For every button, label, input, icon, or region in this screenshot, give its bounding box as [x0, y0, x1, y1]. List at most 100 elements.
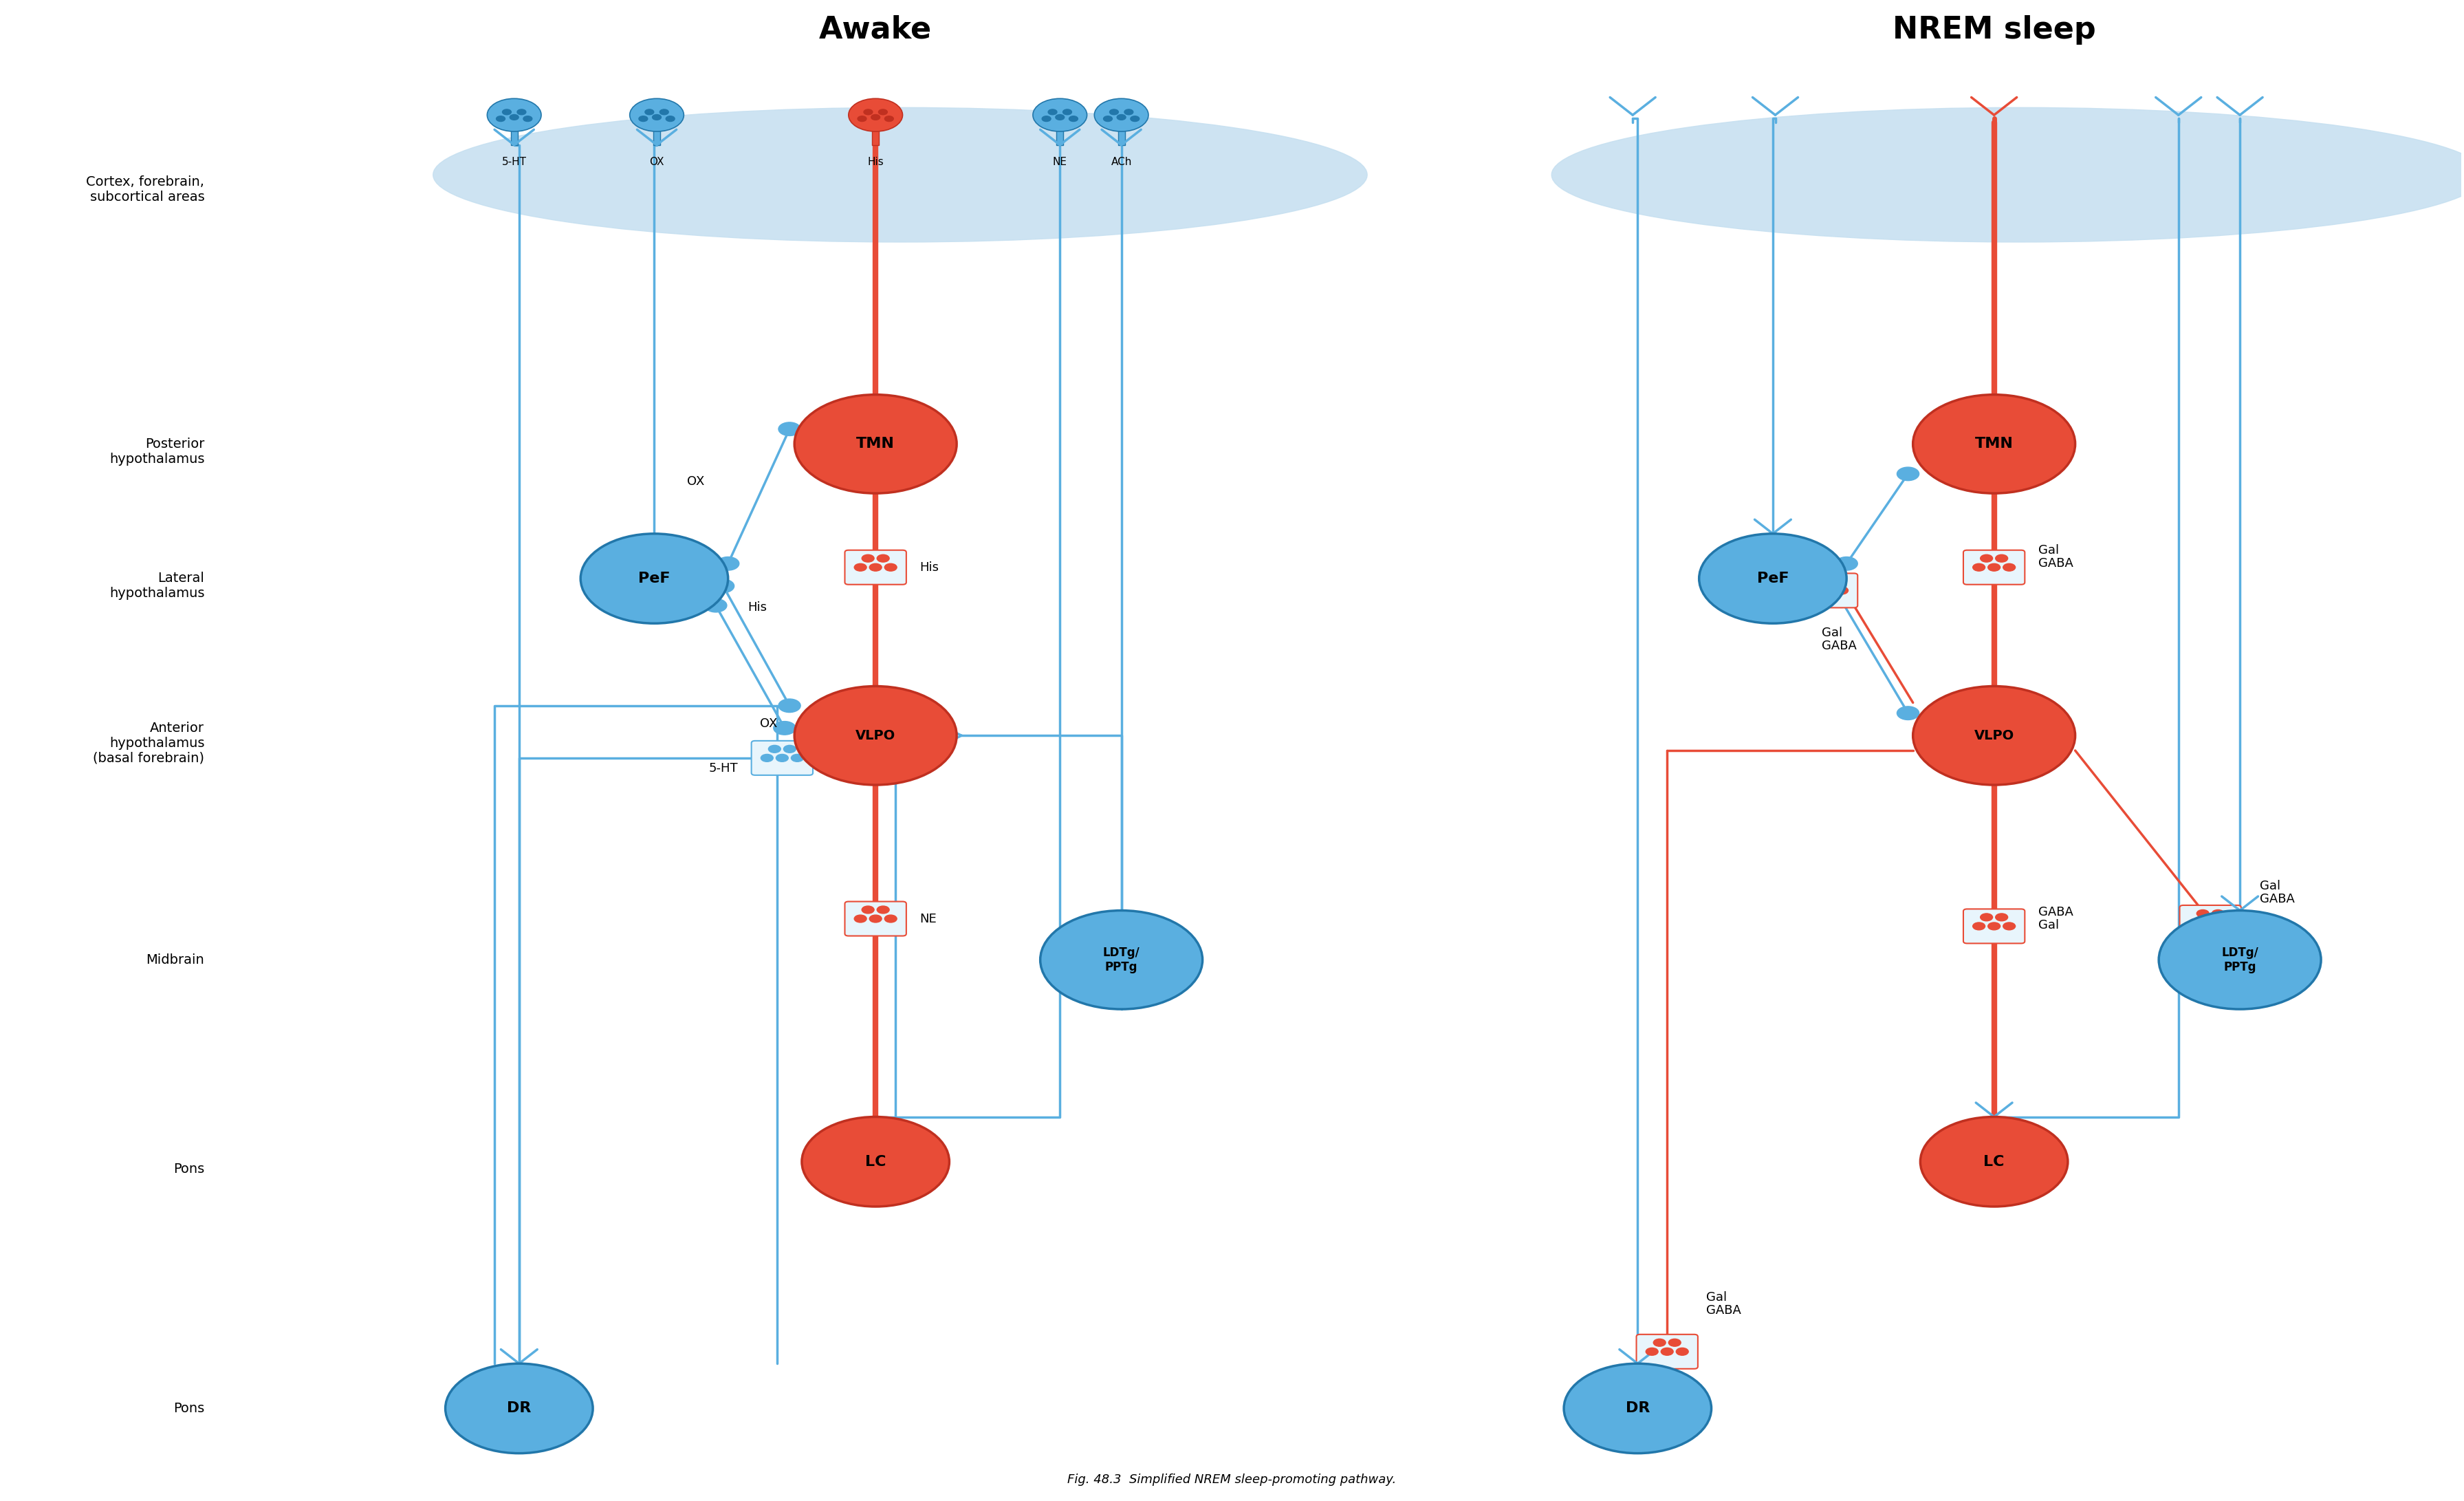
Circle shape	[2198, 910, 2208, 917]
Circle shape	[1897, 707, 1919, 720]
Circle shape	[848, 99, 902, 132]
Circle shape	[1676, 1348, 1688, 1355]
Circle shape	[857, 116, 867, 122]
Circle shape	[1821, 587, 1833, 594]
Circle shape	[495, 116, 505, 122]
Circle shape	[660, 110, 668, 114]
Circle shape	[1124, 110, 1133, 114]
Text: 5-HT: 5-HT	[503, 158, 527, 167]
Circle shape	[638, 116, 648, 122]
Circle shape	[2213, 910, 2225, 917]
Bar	[1119, 116, 1126, 146]
Text: TMN: TMN	[857, 437, 894, 450]
Circle shape	[1062, 110, 1072, 114]
FancyBboxPatch shape	[1636, 1334, 1698, 1369]
Text: His: His	[867, 158, 885, 167]
Text: PeF: PeF	[638, 572, 670, 585]
Text: Pons: Pons	[172, 1163, 205, 1175]
Circle shape	[784, 746, 796, 752]
Circle shape	[1032, 99, 1087, 132]
Text: Anterior
hypothalamus
(basal forebrain): Anterior hypothalamus (basal forebrain)	[94, 722, 205, 764]
Text: Gal
GABA: Gal GABA	[1708, 1291, 1742, 1316]
Circle shape	[446, 1363, 594, 1453]
FancyBboxPatch shape	[1964, 910, 2025, 944]
Circle shape	[503, 110, 510, 114]
Circle shape	[653, 114, 660, 120]
Circle shape	[1828, 578, 1841, 585]
Circle shape	[2220, 919, 2232, 926]
Circle shape	[1996, 914, 2008, 922]
Circle shape	[1814, 578, 1826, 585]
Circle shape	[1131, 116, 1138, 122]
Circle shape	[779, 699, 801, 713]
Circle shape	[646, 110, 653, 114]
Circle shape	[1069, 116, 1077, 122]
Circle shape	[1116, 114, 1126, 120]
Circle shape	[1668, 1339, 1680, 1346]
Ellipse shape	[434, 108, 1368, 242]
Circle shape	[862, 555, 875, 561]
Circle shape	[1836, 557, 1858, 570]
Circle shape	[2003, 923, 2016, 931]
Circle shape	[1700, 534, 1846, 623]
Circle shape	[717, 557, 739, 570]
Text: Fig. 48.3  Simplified NREM sleep-promoting pathway.: Fig. 48.3 Simplified NREM sleep-promotin…	[1067, 1474, 1397, 1486]
FancyBboxPatch shape	[1796, 573, 1858, 608]
Circle shape	[1981, 555, 1993, 561]
Text: LDTg/
PPTg: LDTg/ PPTg	[1104, 947, 1141, 973]
Circle shape	[488, 99, 542, 132]
Text: LC: LC	[865, 1154, 887, 1169]
Text: Gal
GABA: Gal GABA	[2038, 543, 2072, 570]
Circle shape	[872, 114, 880, 120]
Circle shape	[1109, 110, 1119, 114]
Circle shape	[2205, 919, 2218, 926]
Text: LDTg/
PPTg: LDTg/ PPTg	[2223, 947, 2259, 973]
Text: Awake: Awake	[818, 15, 931, 45]
Circle shape	[793, 395, 956, 494]
Circle shape	[1974, 923, 1986, 931]
Circle shape	[885, 116, 894, 122]
FancyBboxPatch shape	[845, 902, 907, 937]
Text: PeF: PeF	[1757, 572, 1789, 585]
FancyBboxPatch shape	[1964, 551, 2025, 584]
Circle shape	[1988, 923, 2001, 931]
Circle shape	[1565, 1363, 1712, 1453]
Circle shape	[712, 579, 734, 593]
Text: His: His	[919, 561, 939, 573]
Circle shape	[1919, 1117, 2067, 1207]
Circle shape	[1836, 587, 1848, 594]
Text: Midbrain: Midbrain	[145, 953, 205, 967]
Bar	[653, 116, 660, 146]
Circle shape	[1661, 1348, 1673, 1355]
Circle shape	[1974, 563, 1986, 570]
Circle shape	[870, 563, 882, 570]
Circle shape	[1912, 686, 2075, 785]
Text: LC: LC	[1984, 1154, 2006, 1169]
Circle shape	[1104, 116, 1111, 122]
Circle shape	[870, 916, 882, 923]
Circle shape	[522, 116, 532, 122]
Circle shape	[776, 754, 788, 761]
Text: NE: NE	[919, 913, 936, 925]
Text: Cortex, forebrain,
subcortical areas: Cortex, forebrain, subcortical areas	[86, 176, 205, 204]
Circle shape	[885, 916, 897, 923]
Circle shape	[1831, 594, 1853, 608]
Circle shape	[761, 754, 774, 761]
Text: VLPO: VLPO	[1974, 729, 2013, 741]
Text: NE: NE	[1052, 158, 1067, 167]
Text: 5-HT: 5-HT	[710, 763, 737, 775]
Circle shape	[631, 99, 685, 132]
Circle shape	[774, 722, 796, 735]
Circle shape	[793, 686, 956, 785]
Circle shape	[862, 907, 875, 914]
Text: DR: DR	[1626, 1402, 1651, 1415]
Circle shape	[1094, 99, 1148, 132]
Text: OX: OX	[650, 158, 665, 167]
Text: ACh: ACh	[1111, 158, 1131, 167]
Text: Posterior
hypothalamus: Posterior hypothalamus	[108, 437, 205, 465]
Circle shape	[877, 907, 890, 914]
Circle shape	[2188, 919, 2200, 926]
Circle shape	[1653, 1339, 1666, 1346]
Text: OX: OX	[759, 717, 776, 729]
Bar	[1057, 116, 1064, 146]
